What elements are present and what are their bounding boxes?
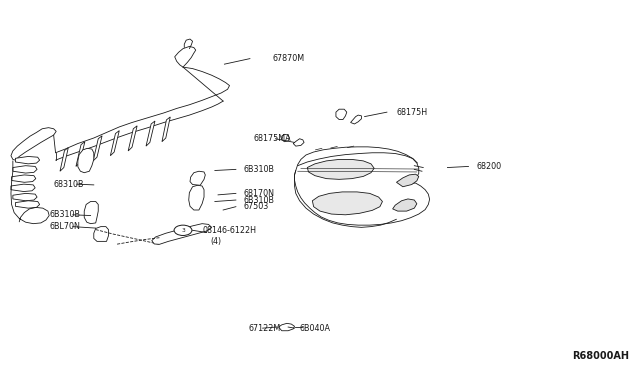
Text: 6B310B: 6B310B	[244, 196, 275, 205]
Polygon shape	[93, 136, 102, 161]
Text: 67870M: 67870M	[272, 54, 305, 63]
Polygon shape	[189, 185, 204, 210]
Polygon shape	[15, 201, 40, 208]
Text: 67122M: 67122M	[248, 324, 281, 333]
Text: 08146-6122H: 08146-6122H	[203, 226, 257, 235]
Polygon shape	[76, 142, 85, 166]
Text: (4): (4)	[211, 237, 221, 246]
Polygon shape	[13, 166, 37, 173]
Polygon shape	[294, 147, 429, 225]
Text: 6B040A: 6B040A	[300, 324, 331, 333]
Polygon shape	[152, 224, 212, 244]
Text: 68310B: 68310B	[54, 180, 84, 189]
Polygon shape	[175, 46, 196, 67]
Text: 68170N: 68170N	[244, 189, 275, 198]
Polygon shape	[307, 160, 374, 179]
Polygon shape	[336, 109, 347, 119]
Polygon shape	[293, 139, 304, 146]
Polygon shape	[110, 131, 119, 156]
Polygon shape	[11, 128, 56, 160]
Polygon shape	[278, 323, 294, 331]
Text: 6BL70N: 6BL70N	[49, 222, 80, 231]
Polygon shape	[282, 134, 289, 142]
Text: 68200: 68200	[476, 162, 501, 171]
Polygon shape	[84, 202, 99, 224]
Text: 6B310B: 6B310B	[49, 210, 80, 219]
Polygon shape	[393, 199, 417, 211]
Text: 3: 3	[181, 228, 185, 233]
Polygon shape	[60, 148, 68, 171]
Polygon shape	[312, 192, 383, 215]
Text: R68000AH: R68000AH	[572, 352, 629, 361]
Text: 67503: 67503	[244, 202, 269, 211]
Polygon shape	[78, 148, 94, 173]
Text: 68175H: 68175H	[396, 108, 428, 117]
Polygon shape	[351, 115, 362, 124]
Polygon shape	[94, 227, 108, 241]
Text: 68175MA: 68175MA	[253, 134, 291, 143]
Polygon shape	[15, 157, 40, 164]
Polygon shape	[12, 175, 36, 182]
Circle shape	[174, 225, 192, 235]
Polygon shape	[146, 121, 155, 146]
Polygon shape	[11, 184, 35, 192]
Polygon shape	[190, 171, 205, 185]
Polygon shape	[13, 193, 37, 201]
Text: 6B310B: 6B310B	[244, 165, 275, 174]
Polygon shape	[162, 117, 170, 142]
Polygon shape	[396, 174, 419, 187]
Polygon shape	[128, 126, 137, 151]
